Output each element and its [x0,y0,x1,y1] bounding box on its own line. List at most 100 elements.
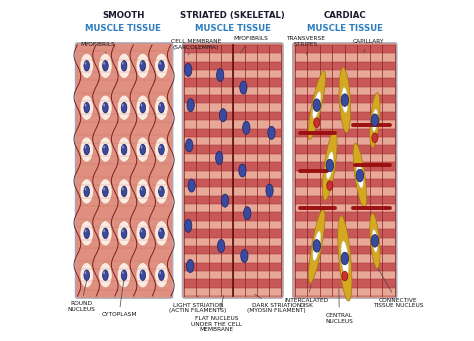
Bar [184,145,281,154]
Ellipse shape [159,186,164,197]
Text: MYOFIBRILS: MYOFIBRILS [81,42,116,53]
Ellipse shape [218,239,225,252]
Bar [295,179,395,187]
Bar [184,212,281,221]
Bar [295,221,395,229]
Bar [184,87,281,95]
Ellipse shape [244,207,251,220]
Ellipse shape [118,53,131,78]
Ellipse shape [155,137,168,162]
Ellipse shape [356,169,364,182]
Ellipse shape [159,229,161,232]
Ellipse shape [141,188,142,190]
Text: MYOFIBRILS: MYOFIBRILS [234,35,268,53]
Ellipse shape [341,241,349,276]
Bar [295,187,395,196]
Ellipse shape [217,69,224,81]
Ellipse shape [99,137,112,162]
Bar [295,95,395,103]
Bar [184,246,281,254]
Ellipse shape [159,102,164,113]
Bar [295,103,395,112]
Bar [184,271,281,279]
Ellipse shape [118,95,131,120]
Ellipse shape [313,231,321,261]
Ellipse shape [121,270,127,280]
Bar [184,263,281,271]
Ellipse shape [309,209,325,283]
Bar [184,95,281,103]
Text: CAPILLARY: CAPILLARY [353,39,384,53]
Text: MUSCLE TISSUE: MUSCLE TISSUE [307,24,383,33]
Bar [184,187,281,196]
Bar [295,229,395,238]
Bar [184,154,281,162]
Ellipse shape [155,221,168,246]
Ellipse shape [102,270,108,280]
Ellipse shape [84,186,90,197]
Bar [184,137,281,145]
Ellipse shape [266,184,273,197]
Text: STRIATED (SKELETAL): STRIATED (SKELETAL) [180,12,285,20]
Ellipse shape [140,144,146,155]
Ellipse shape [370,213,380,268]
Ellipse shape [241,249,248,263]
Ellipse shape [184,219,192,232]
Ellipse shape [103,62,105,65]
Bar [184,103,281,112]
Ellipse shape [342,88,348,113]
Text: INTERCALATED
DISK: INTERCALATED DISK [284,285,328,308]
Ellipse shape [159,146,161,149]
Text: DARK STRIATION
(MYOSIN FILAMENT): DARK STRIATION (MYOSIN FILAMENT) [247,294,306,313]
Bar [295,238,395,246]
Text: CONNECTIVE
TISSUE NUCLEUS: CONNECTIVE TISSUE NUCLEUS [373,268,423,308]
FancyBboxPatch shape [75,43,173,298]
Ellipse shape [122,188,124,190]
Bar [295,129,395,137]
Ellipse shape [159,228,164,239]
Bar [295,112,395,120]
Bar [184,288,281,296]
Ellipse shape [99,53,112,78]
Ellipse shape [159,270,164,280]
Ellipse shape [121,102,127,113]
Bar [295,154,395,162]
Bar [184,62,281,70]
Ellipse shape [80,263,93,288]
Bar [184,45,281,53]
Ellipse shape [326,159,334,172]
Text: CYTOPLASM: CYTOPLASM [101,275,137,317]
Bar [184,162,281,170]
Ellipse shape [122,229,124,232]
Bar [295,212,395,221]
Bar [295,271,395,279]
Ellipse shape [103,188,105,190]
Ellipse shape [313,99,320,112]
Bar [184,78,281,87]
Ellipse shape [136,95,149,120]
Ellipse shape [372,133,378,143]
Bar [295,137,395,145]
Text: MUSCLE TISSUE: MUSCLE TISSUE [85,24,161,33]
Ellipse shape [84,104,86,107]
Ellipse shape [84,229,86,232]
Ellipse shape [80,53,93,78]
Ellipse shape [188,179,195,192]
Ellipse shape [136,263,149,288]
Bar [184,179,281,187]
Bar [295,263,395,271]
Bar [184,196,281,204]
Bar [295,87,395,95]
Ellipse shape [80,221,93,246]
Text: CELL MEMBRANE
(SARCOLEMMA): CELL MEMBRANE (SARCOLEMMA) [171,40,221,55]
Ellipse shape [84,61,90,71]
Bar [295,246,395,254]
Ellipse shape [121,186,127,197]
Ellipse shape [326,152,333,179]
Text: SMOOTH: SMOOTH [102,12,145,20]
FancyBboxPatch shape [182,43,283,298]
Ellipse shape [140,61,146,71]
Ellipse shape [338,216,352,301]
Ellipse shape [118,179,131,204]
Ellipse shape [121,228,127,239]
